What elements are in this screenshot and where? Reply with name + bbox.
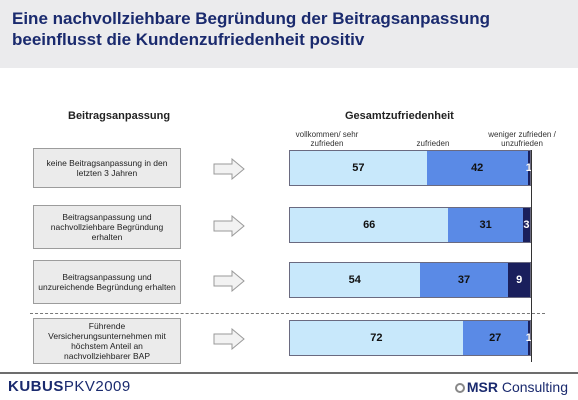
stacked-bar-2: 54 37 9 — [289, 262, 531, 298]
bar-segment-less_satisfied: 1 — [525, 151, 532, 185]
arrow-icon — [213, 270, 245, 292]
kubus-logo: KUBUSPKV2009 — [8, 378, 131, 395]
data-label: 27 — [489, 332, 502, 344]
data-label: 66 — [363, 219, 376, 231]
bar-segment-very_satisfied: 57 — [290, 151, 427, 185]
bar-segment-less_satisfied: 9 — [508, 263, 530, 297]
arrow-icon — [213, 158, 245, 180]
data-label: 31 — [479, 219, 492, 231]
page-title: Eine nachvollziehbare Begründung der Bei… — [12, 9, 490, 49]
row-label-3: Führende Versicherungsunternehmen mit hö… — [33, 318, 181, 364]
arrow-icon — [213, 328, 245, 350]
stacked-bar-1: 66 31 3 — [289, 207, 531, 243]
left-header: Beitragsanpassung — [68, 110, 171, 122]
bar-segment-very_satisfied: 72 — [290, 321, 463, 355]
data-label: 54 — [348, 274, 361, 286]
stacked-bar-3: 72 27 1 — [289, 320, 532, 356]
footer-rule — [0, 372, 578, 374]
data-label: 37 — [457, 274, 471, 286]
legend-very-satisfied: vollkommen/ sehr zufrieden — [295, 130, 359, 148]
msr-logo: MSR Consulting — [454, 379, 568, 395]
data-label: 1 — [525, 332, 532, 344]
data-label: 9 — [516, 274, 523, 286]
bar-segment-less_satisfied: 3 — [522, 208, 530, 242]
data-label: 3 — [523, 219, 530, 231]
bar-segment-satisfied: 27 — [462, 321, 528, 355]
bar-segment-satisfied: 42 — [426, 151, 528, 185]
data-label: 42 — [471, 162, 484, 174]
stacked-bar-0: 57 42 1 — [289, 150, 532, 186]
leader-divider — [30, 313, 545, 314]
bar-segment-very_satisfied: 66 — [290, 208, 449, 242]
data-label: 1 — [525, 162, 532, 174]
bar-segment-satisfied: 37 — [419, 263, 509, 297]
legend-satisfied: zufrieden — [416, 139, 450, 148]
chart-end-line — [531, 150, 532, 362]
bar-segment-less_satisfied: 1 — [525, 321, 532, 355]
bar-segment-satisfied: 31 — [448, 208, 523, 242]
bar-segment-very_satisfied: 54 — [290, 263, 420, 297]
row-label-2: Beitragsanpassung und unzureichende Begr… — [33, 260, 181, 304]
arrow-icon — [213, 215, 245, 237]
data-label: 57 — [352, 162, 365, 174]
row-label-1: Beitragsanpassung und nachvollziehbare B… — [33, 205, 181, 249]
row-label-0: keine Beitragsanpassung in den letzten 3… — [33, 148, 181, 188]
title-banner: Eine nachvollziehbare Begründung der Bei… — [0, 0, 578, 68]
legend-less-satisfied: weniger zufrieden / unzufrieden — [488, 130, 556, 148]
data-label: 72 — [370, 332, 383, 344]
right-header: Gesamtzufriedenheit — [345, 110, 454, 122]
msr-icon — [454, 383, 465, 394]
